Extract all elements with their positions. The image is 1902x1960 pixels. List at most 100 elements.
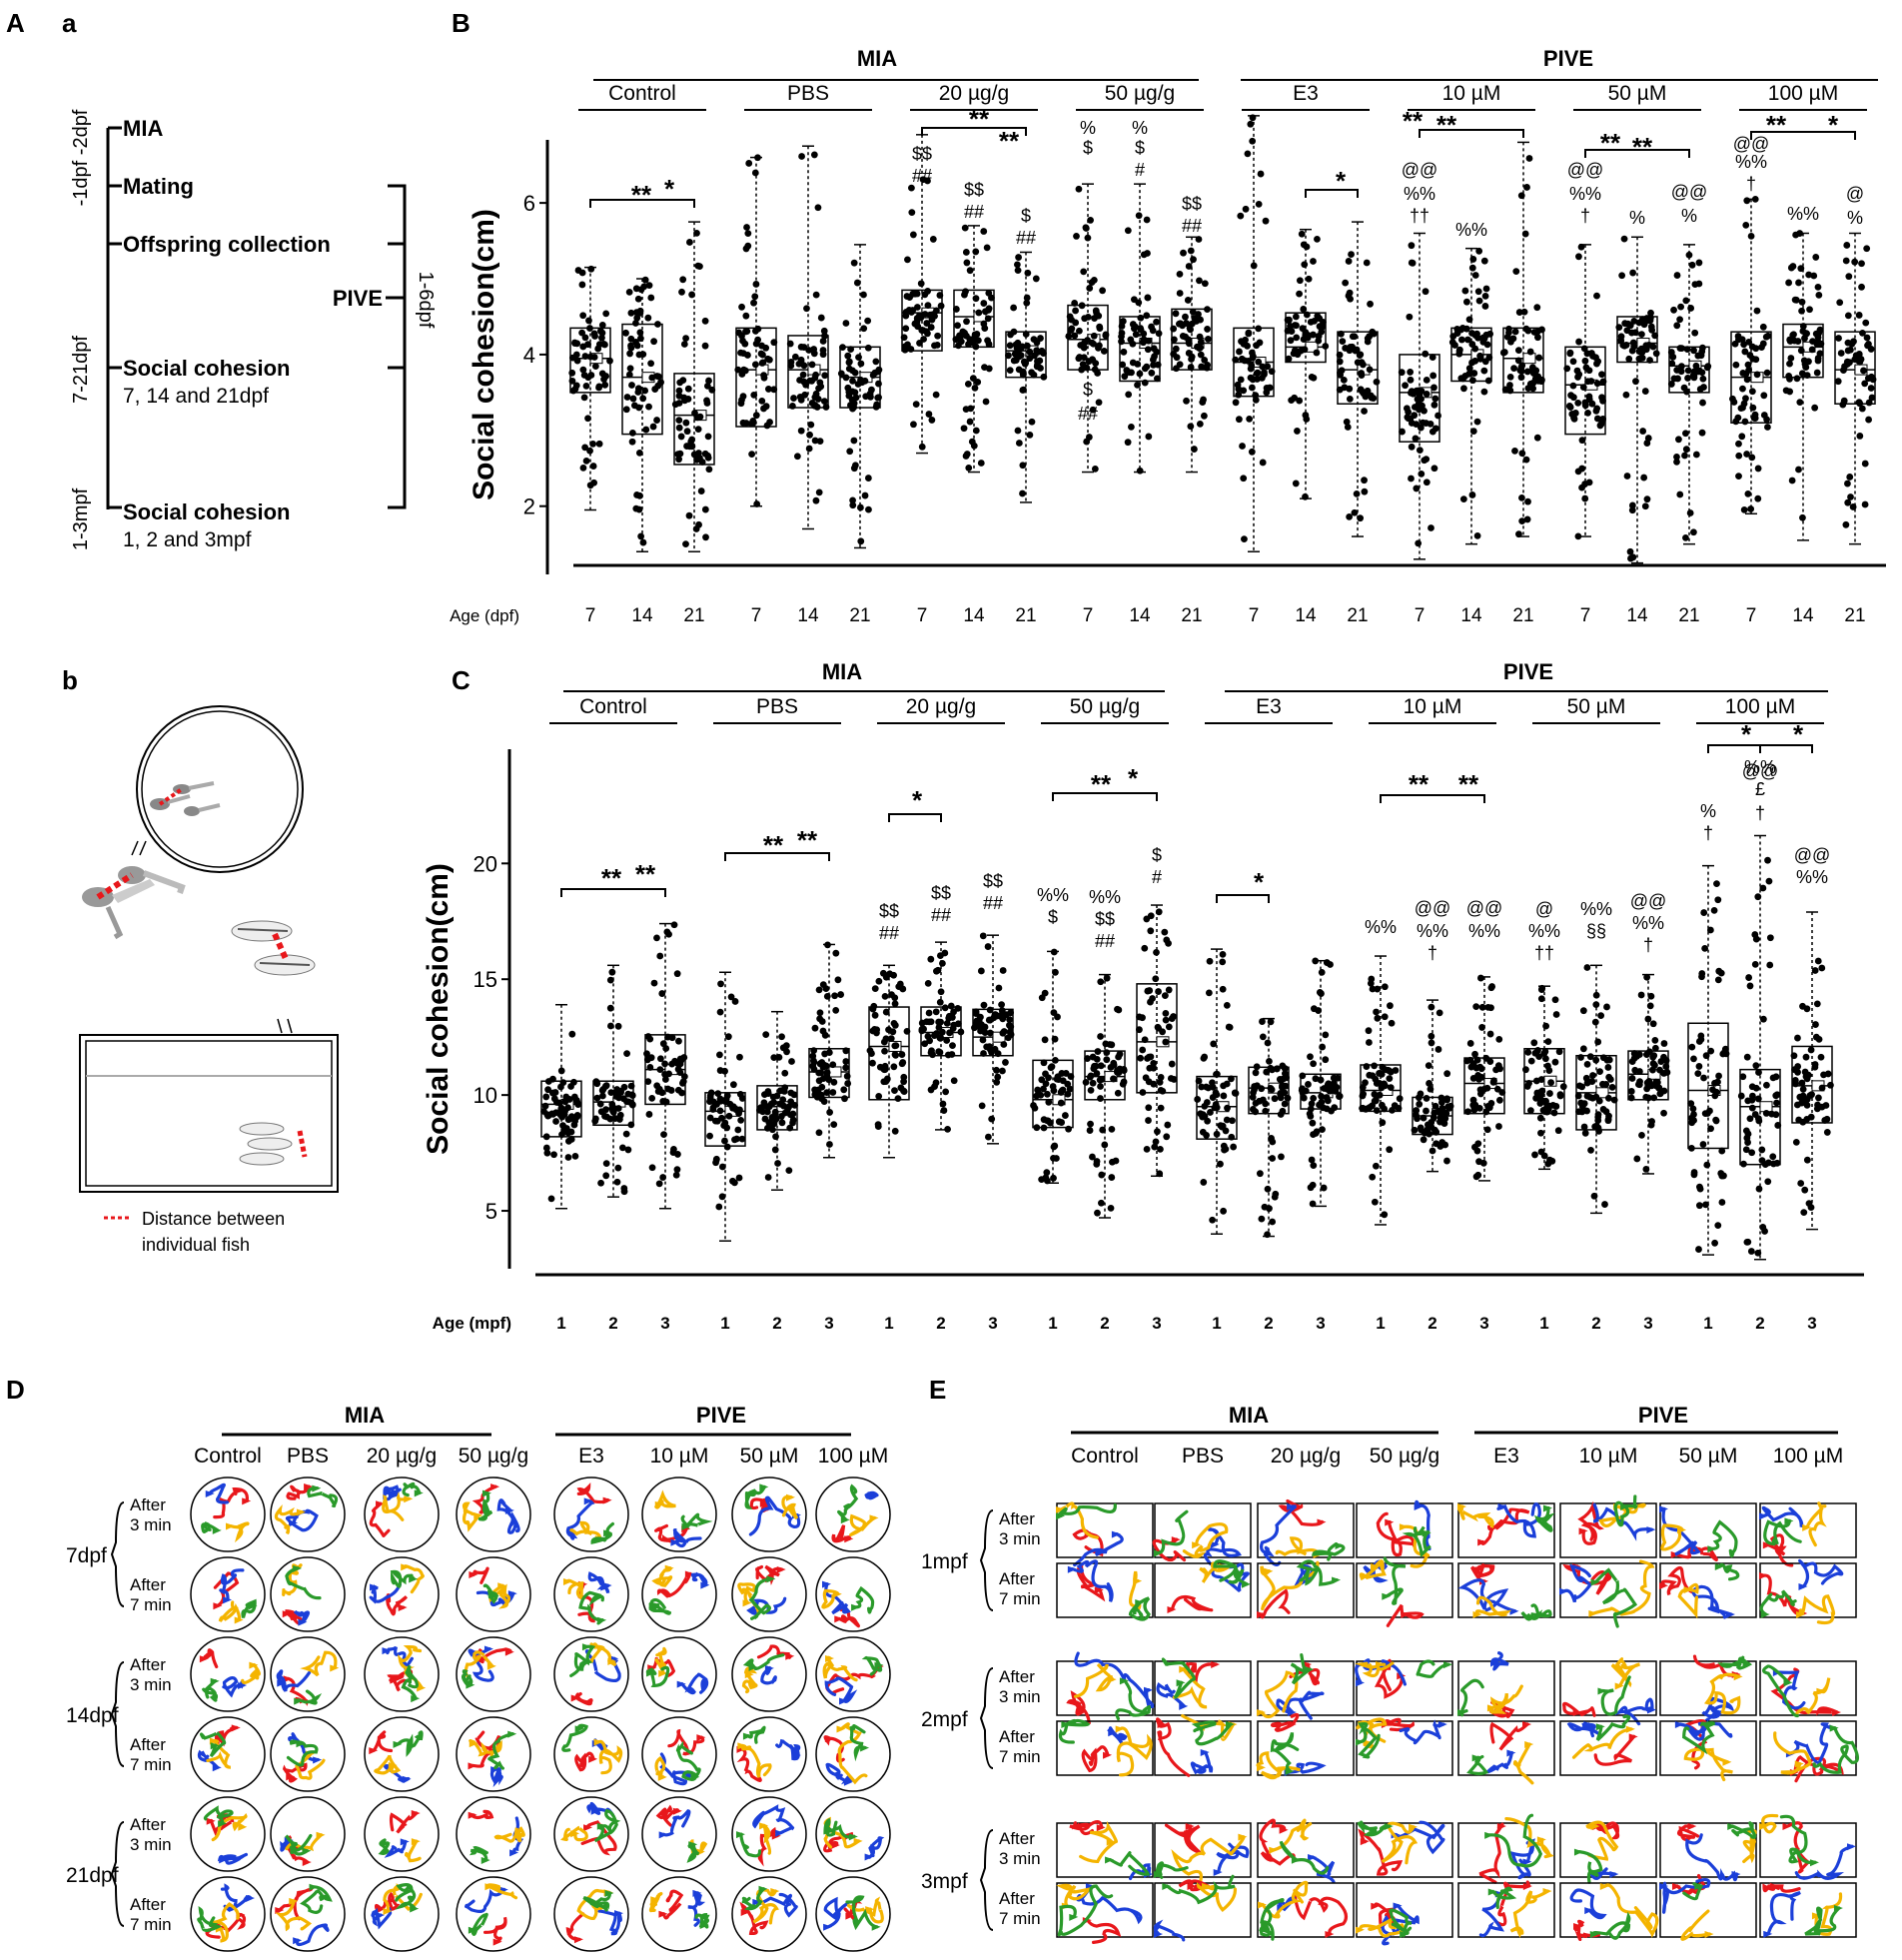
data-point bbox=[1427, 524, 1434, 531]
chart-C-pive: PIVE bbox=[1503, 659, 1553, 684]
data-point bbox=[780, 1088, 788, 1095]
arrowhead-icon bbox=[871, 1923, 881, 1931]
data-point bbox=[1040, 1124, 1048, 1132]
data-point bbox=[629, 395, 637, 403]
data-point bbox=[802, 381, 810, 389]
arrowhead-icon bbox=[486, 1662, 496, 1670]
fish-trajectory bbox=[1213, 1559, 1249, 1586]
data-point bbox=[1648, 1118, 1655, 1125]
data-point bbox=[1441, 1141, 1449, 1149]
data-point bbox=[1162, 1038, 1170, 1046]
data-point bbox=[653, 1082, 661, 1090]
data-point bbox=[1141, 379, 1149, 387]
data-point bbox=[1741, 348, 1749, 356]
arrowhead-icon bbox=[1056, 1505, 1065, 1513]
data-point bbox=[634, 385, 642, 393]
data-point bbox=[1303, 243, 1311, 251]
fish-trajectory bbox=[822, 1655, 858, 1682]
fish-trajectory bbox=[404, 1839, 422, 1863]
data-point bbox=[1599, 1054, 1607, 1062]
data-point bbox=[1531, 375, 1539, 383]
arrowhead-icon bbox=[199, 1655, 209, 1663]
fish-trajectory bbox=[654, 1489, 676, 1509]
data-point bbox=[1682, 446, 1690, 454]
data-point bbox=[1175, 320, 1183, 328]
data-point bbox=[1599, 1106, 1607, 1113]
data-point bbox=[1748, 1149, 1756, 1157]
fish-trajectory bbox=[672, 1528, 702, 1548]
fish-trajectory bbox=[1682, 1721, 1715, 1755]
data-point bbox=[891, 994, 899, 1002]
data-point bbox=[1050, 1143, 1058, 1151]
data-point bbox=[750, 299, 757, 307]
fish-trajectory bbox=[755, 1892, 798, 1918]
data-point bbox=[1269, 1218, 1277, 1226]
arrowhead-icon bbox=[602, 1582, 612, 1590]
data-point bbox=[679, 1079, 686, 1087]
data-point bbox=[1249, 349, 1256, 357]
data-point bbox=[637, 286, 645, 294]
data-point bbox=[1299, 1089, 1307, 1096]
arrowhead-icon bbox=[481, 1489, 491, 1497]
age-tick-label: 7 bbox=[1249, 605, 1260, 626]
fish-trajectory bbox=[1383, 1717, 1415, 1732]
data-point bbox=[1209, 1216, 1217, 1224]
data-point bbox=[1373, 1096, 1380, 1104]
data-point bbox=[1517, 374, 1525, 382]
data-point bbox=[952, 306, 960, 313]
data-point bbox=[1774, 1122, 1782, 1129]
panel-label-b: b bbox=[62, 665, 78, 695]
data-point bbox=[1281, 1100, 1289, 1108]
data-point bbox=[1408, 242, 1416, 250]
data-point bbox=[641, 276, 649, 284]
data-point bbox=[572, 1097, 580, 1104]
arrowhead-icon bbox=[840, 1516, 850, 1524]
data-point bbox=[1437, 1099, 1445, 1106]
sig-annotation: %% bbox=[1089, 887, 1121, 907]
tracks-E-sub-label: 3 min bbox=[999, 1849, 1041, 1868]
arrowhead-icon bbox=[1472, 1611, 1482, 1618]
data-point bbox=[1811, 404, 1819, 412]
data-point bbox=[680, 341, 688, 348]
fish-trajectory bbox=[1358, 1828, 1404, 1876]
box bbox=[1337, 331, 1379, 405]
age-tick-label: 2 bbox=[1591, 1314, 1600, 1333]
data-point bbox=[1279, 1107, 1287, 1115]
fish-trajectory bbox=[694, 1912, 710, 1929]
arrowhead-icon bbox=[1056, 1512, 1065, 1520]
data-point bbox=[1156, 1170, 1164, 1178]
data-point bbox=[954, 322, 961, 330]
fish-trajectory bbox=[285, 1609, 305, 1625]
data-point bbox=[572, 351, 580, 359]
data-point bbox=[1322, 343, 1330, 350]
data-point bbox=[1595, 1097, 1603, 1105]
data-point bbox=[1291, 347, 1299, 355]
data-point bbox=[1038, 1176, 1046, 1184]
fish-trajectory bbox=[1376, 1511, 1417, 1557]
tracks-D-sub-label: After bbox=[130, 1495, 166, 1514]
arrowhead-icon bbox=[1573, 1922, 1583, 1930]
data-point bbox=[1746, 1115, 1754, 1123]
data-point bbox=[1033, 363, 1041, 371]
data-point bbox=[1058, 1087, 1066, 1095]
data-point bbox=[675, 1037, 682, 1045]
data-point bbox=[1306, 1110, 1314, 1118]
data-point bbox=[972, 295, 980, 303]
fish-trajectory bbox=[1680, 1909, 1712, 1941]
data-point bbox=[979, 932, 987, 940]
data-point bbox=[1386, 1146, 1394, 1154]
data-point bbox=[811, 1024, 819, 1032]
data-point bbox=[1461, 373, 1469, 380]
data-point bbox=[814, 1086, 822, 1094]
data-point bbox=[596, 1100, 604, 1108]
tracks-D-sub-label: 3 min bbox=[130, 1835, 172, 1854]
data-point bbox=[1615, 324, 1623, 332]
data-point bbox=[1346, 385, 1354, 393]
data-point bbox=[1747, 232, 1755, 240]
tracks-D-sub-label: After bbox=[130, 1815, 166, 1834]
data-point bbox=[1737, 405, 1745, 413]
fish-trajectory bbox=[1383, 1556, 1407, 1605]
fish-trajectory bbox=[752, 1888, 779, 1925]
data-point bbox=[1797, 265, 1805, 273]
fish-trajectory bbox=[285, 1833, 313, 1856]
